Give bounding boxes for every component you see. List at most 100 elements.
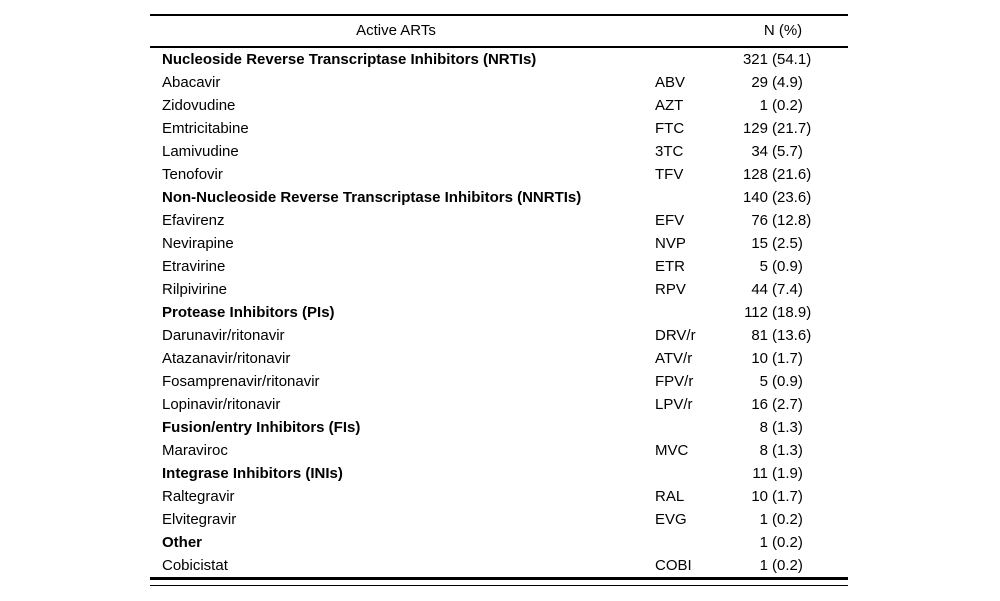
drug-name: Maraviroc [162,441,228,459]
table-row: Fosamprenavir/ritonavir FPV/r 5 (0.9) [150,370,848,393]
drug-abbreviation: LPV/r [655,395,693,413]
drug-name: Integrase Inhibitors (INIs) [162,464,343,482]
drug-abbreviation: RAL [655,487,685,505]
percent-value: (4.9) [772,73,803,91]
percent-value: (1.3) [772,441,803,459]
drug-abbreviation: AZT [655,96,684,114]
count-value: 29 [751,73,768,91]
percent-value: (0.2) [772,533,803,551]
count-value: 8 [759,418,768,436]
count-value: 321 [742,50,768,68]
table-row: Efavirenz EFV 76 (12.8) [150,209,848,232]
percent-value: (0.9) [772,372,803,390]
drug-name: Etravirine [162,257,226,275]
percent-value: (1.9) [772,464,803,482]
table-bottom-rule-thin [150,584,848,586]
table-body: Nucleoside Reverse Transcriptase Inhibit… [150,48,848,577]
percent-value: (0.9) [772,257,803,275]
percent-value: (21.7) [772,119,812,137]
drug-name: Fosamprenavir/ritonavir [162,372,320,390]
drug-name: Zidovudine [162,96,236,114]
count-value: 15 [751,234,768,252]
count-value: 81 [751,326,768,344]
count-value: 1 [759,533,768,551]
count-value: 10 [751,487,768,505]
drug-abbreviation [655,48,740,71]
count-value: 76 [751,211,768,229]
percent-value: (0.2) [772,510,803,528]
table-row: Maraviroc MVC 8 (1.3) [150,439,848,462]
column-header-n-percent: N (%) [763,21,803,39]
table-row: Etravirine ETR 5 (0.9) [150,255,848,278]
percent-value: (0.2) [772,96,803,114]
percent-value: (7.4) [772,280,803,298]
drug-abbreviation [655,531,740,554]
drug-name: Cobicistat [162,556,228,574]
count-value: 10 [751,349,768,367]
drug-abbreviation: FPV/r [655,372,694,390]
percent-value: (1.3) [772,418,803,436]
percent-value: (13.6) [772,326,812,344]
table-row: Raltegravir RAL 10 (1.7) [150,485,848,508]
count-value: 128 [742,165,768,183]
table-row: Protease Inhibitors (PIs) 112 (18.9) [150,301,848,324]
drug-name: Other [162,533,203,551]
count-value: 1 [759,556,768,574]
drug-abbreviation: COBI [655,556,692,574]
drug-name: Raltegravir [162,487,235,505]
drug-name: Atazanavir/ritonavir [162,349,291,367]
percent-value: (1.7) [772,487,803,505]
count-value: 1 [759,510,768,528]
drug-abbreviation: NVP [655,234,686,252]
table-row: Emtricitabine FTC 129 (21.7) [150,117,848,140]
table-row: Cobicistat COBI 1 (0.2) [150,554,848,577]
count-value: 44 [751,280,768,298]
drug-abbreviation: EFV [655,211,685,229]
drug-abbreviation [655,186,740,209]
count-value: 5 [759,372,768,390]
table-row: Darunavir/ritonavir DRV/r 81 (13.6) [150,324,848,347]
table-row: Tenofovir TFV 128 (21.6) [150,163,848,186]
drug-name: Non-Nucleoside Reverse Transcriptase Inh… [162,188,582,206]
drug-abbreviation: ATV/r [655,349,693,367]
drug-name: Nucleoside Reverse Transcriptase Inhibit… [162,50,537,68]
table-row: Integrase Inhibitors (INIs) 11 (1.9) [150,462,848,485]
drug-name: Elvitegravir [162,510,237,528]
count-value: 34 [751,142,768,160]
table-row: Nevirapine NVP 15 (2.5) [150,232,848,255]
drug-abbreviation: DRV/r [655,326,696,344]
drug-abbreviation: TFV [655,165,684,183]
table-row: Lamivudine 3TC 34 (5.7) [150,140,848,163]
drug-abbreviation [655,301,740,324]
percent-value: (18.9) [772,303,812,321]
drug-name: Abacavir [162,73,221,91]
active-arts-table: Active ARTs N (%) Nucleoside Reverse Tra… [150,14,848,586]
drug-abbreviation: ABV [655,73,686,91]
table-row: Elvitegravir EVG 1 (0.2) [150,508,848,531]
drug-name: Efavirenz [162,211,225,229]
drug-name: Emtricitabine [162,119,249,137]
drug-name: Protease Inhibitors (PIs) [162,303,335,321]
count-value: 11 [752,464,768,482]
count-value: 16 [751,395,768,413]
drug-name: Tenofovir [162,165,223,183]
drug-abbreviation: 3TC [655,142,684,160]
percent-value: (2.7) [772,395,803,413]
table-header-row: Active ARTs N (%) [150,16,848,46]
drug-abbreviation [655,416,740,439]
count-value: 1 [759,96,768,114]
percent-value: (54.1) [772,50,812,68]
drug-abbreviation: ETR [655,257,685,275]
drug-abbreviation [655,462,740,485]
table-row: Zidovudine AZT 1 (0.2) [150,94,848,117]
count-value: 129 [742,119,768,137]
table-bottom-rule-thick [150,576,848,580]
drug-name: Lamivudine [162,142,239,160]
drug-name: Darunavir/ritonavir [162,326,285,344]
drug-name: Rilpivirine [162,280,228,298]
count-value: 8 [759,441,768,459]
percent-value: (1.7) [772,349,803,367]
percent-value: (12.8) [772,211,812,229]
drug-name: Nevirapine [162,234,234,252]
